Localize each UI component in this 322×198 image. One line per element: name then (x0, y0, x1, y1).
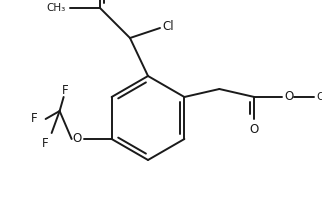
Text: O: O (284, 90, 294, 104)
Text: O: O (72, 132, 81, 146)
Text: F: F (31, 112, 38, 126)
Text: F: F (62, 84, 69, 97)
Text: CH₃: CH₃ (47, 3, 66, 13)
Text: CH₃: CH₃ (317, 92, 322, 102)
Text: Cl: Cl (162, 19, 174, 32)
Text: O: O (250, 123, 259, 136)
Text: F: F (42, 137, 49, 150)
